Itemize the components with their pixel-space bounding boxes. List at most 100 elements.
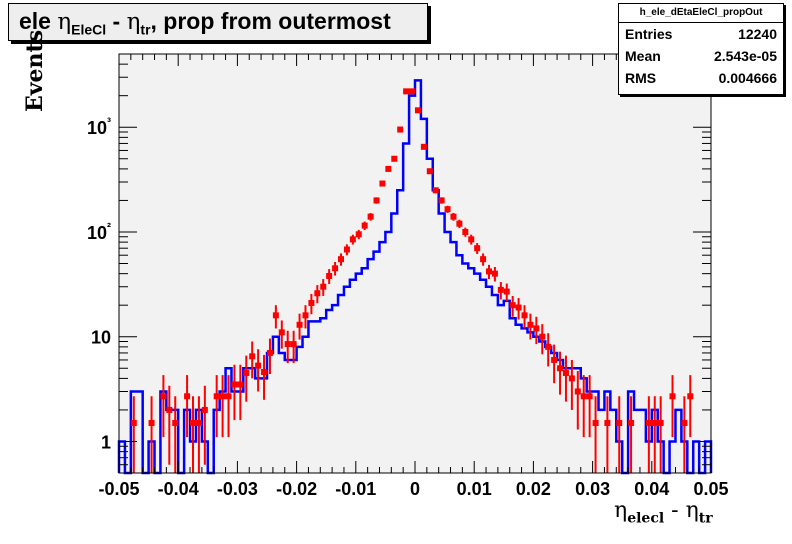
data-point [379,180,386,187]
data-point [266,349,273,356]
x-tick-label: -0.04 [158,479,199,499]
stats-entries-value: 12240 [738,26,777,42]
data-point [148,420,155,427]
data-point [533,325,540,332]
data-point [290,341,297,348]
stats-row-entries: Entries 12240 [619,23,783,45]
data-point [166,406,173,413]
data-point [456,220,463,227]
y-axis-title: Events [22,29,48,112]
data-point [420,143,427,150]
x-tick-label: 0.05 [693,479,728,499]
data-point [462,228,469,235]
data-point [314,290,321,297]
data-point [349,236,356,243]
data-point [486,268,492,275]
chart-title: ele ηEleCl - ηtr, prop from outermost [19,8,391,38]
data-point [397,126,404,133]
data-point [367,213,374,220]
data-point [521,312,528,319]
data-point [503,288,510,295]
y-tick-label: 10³ [87,115,111,138]
data-point [403,88,410,95]
title-suffix: , prop from outermost [150,8,391,34]
data-point [326,272,333,279]
x-tick-label: -0.01 [335,479,376,499]
data-point [160,393,167,400]
x-tick-label: -0.02 [276,479,317,499]
stats-mean-label: Mean [625,48,661,64]
data-point [373,197,380,204]
data-point [474,245,481,252]
data-point [237,381,244,388]
data-point [184,393,191,400]
y-tick-exponent: ² [107,220,111,234]
data-point [130,420,137,427]
data-point [201,406,208,413]
data-point [592,420,599,427]
x-title-sub1: elecl [627,510,665,527]
axis-layer: -0.05 -0.04 -0.03 -0.02 -0.01 0 0.01 0.02 0.03 0.… [87,53,729,499]
data-point [361,222,368,229]
data-point [343,246,350,253]
data-point [278,329,285,336]
x-title-sub2: tr [698,510,713,527]
data-point [231,381,238,388]
data-point [480,256,487,263]
x-tick-label: 0.01 [457,479,492,499]
data-point [657,420,664,427]
data-point [432,187,439,194]
data-point [586,393,593,400]
stats-rms-label: RMS [625,70,657,86]
data-point [604,420,611,427]
x-tick-label: 0.04 [634,479,669,499]
data-point [261,369,268,376]
x-tick-label: -0.03 [217,479,258,499]
data-point [651,420,658,427]
data-point [645,420,652,427]
data-point [574,388,581,395]
title-sub2: tr [140,21,151,38]
data-point [302,312,309,319]
data-point [444,206,451,213]
data-point [409,88,416,95]
data-point [497,286,504,293]
data-point [687,393,694,400]
data-point [385,165,392,172]
data-point [190,420,196,427]
data-point [468,236,475,243]
data-point [249,353,256,360]
points-layer [130,88,694,473]
title-sub1: EleCl [71,21,107,38]
data-point [616,420,623,427]
title-eta2: η [126,9,141,35]
data-point [172,420,179,427]
title-eta: η [57,9,72,35]
x-axis-title: ηelecl - ηtr [614,498,713,526]
data-point [669,393,676,400]
title-prefix: ele [19,8,58,34]
data-point [414,107,421,114]
data-point [628,420,635,427]
data-point [557,365,564,372]
data-point [243,370,250,377]
data-point [426,168,433,175]
data-point [338,256,344,263]
data-point [580,393,587,400]
y-tick-exponent: ³ [107,115,111,129]
data-point [320,283,327,290]
data-point [545,343,552,350]
x-title-mid: - [664,498,686,523]
title-mid: - [106,8,127,34]
x-tick-label: 0 [410,479,420,499]
data-point [438,197,445,204]
data-point [255,362,262,369]
data-point [491,270,498,277]
data-point [450,213,457,220]
data-point [539,333,546,340]
y-tick-label: 10² [87,220,111,243]
stats-row-mean: Mean 2.543e-05 [619,45,783,67]
data-point [219,393,226,400]
x-tick-label: 0.02 [516,479,551,499]
